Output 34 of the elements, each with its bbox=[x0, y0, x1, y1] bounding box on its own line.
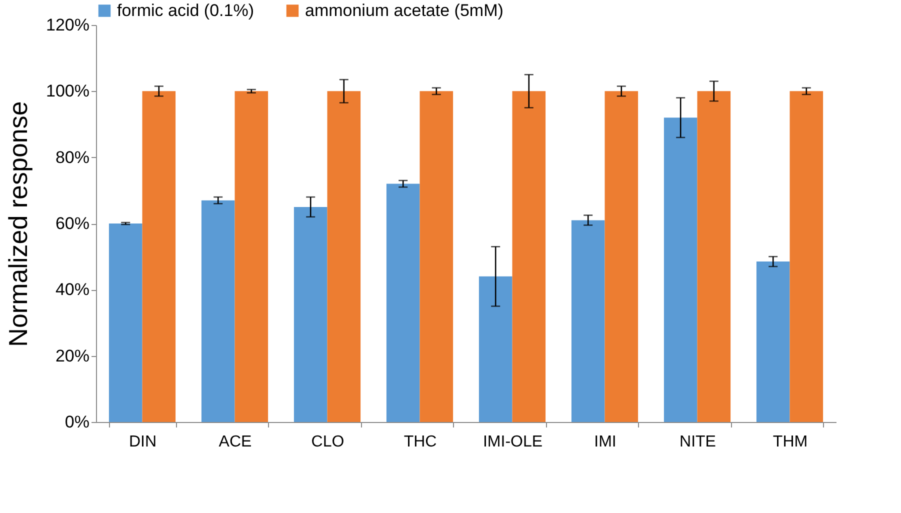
bar bbox=[201, 200, 235, 422]
x-tick-label: DIN bbox=[128, 434, 157, 450]
bar bbox=[512, 91, 546, 422]
bar bbox=[327, 91, 361, 422]
y-tick-label: 0% bbox=[64, 412, 90, 432]
bar bbox=[571, 220, 605, 422]
y-tick-label: 40% bbox=[55, 280, 90, 300]
bar bbox=[420, 91, 454, 422]
bar bbox=[234, 91, 268, 422]
y-axis-title: Normalized response bbox=[3, 101, 34, 347]
bar bbox=[604, 91, 638, 422]
y-tick-label: 60% bbox=[55, 214, 90, 233]
x-tick-label: THC bbox=[404, 434, 437, 450]
x-tick-label: CLO bbox=[311, 434, 344, 450]
x-tick-label: NITE bbox=[680, 434, 716, 450]
bar bbox=[294, 206, 328, 422]
y-tick-label: 100% bbox=[46, 82, 90, 101]
y-tick-label: 20% bbox=[55, 346, 90, 366]
bar bbox=[142, 91, 176, 422]
x-tick-label: THM bbox=[772, 434, 808, 450]
x-tick-label: ACE bbox=[218, 434, 252, 450]
bar bbox=[790, 91, 824, 422]
x-tick-label: IMI bbox=[594, 434, 616, 450]
bar bbox=[664, 118, 698, 422]
legend-label: formic acid (0.1%) bbox=[117, 0, 254, 20]
bar bbox=[478, 276, 512, 422]
legend-label: ammonium acetate (5mM) bbox=[305, 0, 504, 20]
y-tick-label: 80% bbox=[55, 148, 90, 167]
bar bbox=[108, 224, 142, 422]
bar bbox=[756, 262, 790, 422]
bar bbox=[697, 91, 731, 422]
y-tick-label: 120% bbox=[46, 16, 90, 34]
bar bbox=[386, 184, 420, 422]
x-tick-label: IMI-OLE bbox=[482, 434, 543, 450]
